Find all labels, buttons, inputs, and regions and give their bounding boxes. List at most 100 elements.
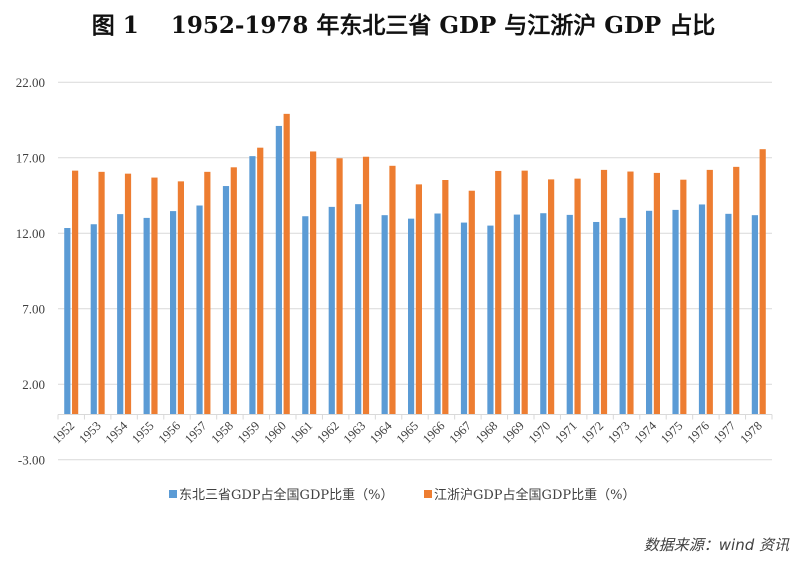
bar-jiangzhehu-1955 [151, 177, 158, 415]
x-tick-label: 1969 [499, 419, 527, 447]
chart-title: 图 1 1952-1978 年东北三省 GDP 与江浙沪 GDP 占比 [91, 12, 716, 39]
x-tick-label: 1955 [129, 419, 157, 447]
bar-northeast-1955 [143, 217, 150, 415]
x-tick-label: 1977 [711, 419, 739, 447]
bar-jiangzhehu-1952 [72, 170, 79, 415]
x-tick-label: 1963 [341, 419, 369, 447]
bar-northeast-1958 [222, 186, 230, 415]
bar-northeast-1978 [751, 215, 758, 415]
x-tick-label: 1959 [235, 419, 263, 447]
bar-northeast-1967 [460, 222, 468, 415]
x-tick-label: 1968 [473, 419, 501, 447]
x-tick-label: 1973 [605, 419, 633, 447]
bar-northeast-1966 [434, 213, 441, 415]
gridlines [58, 81, 772, 461]
x-tick-label: 1976 [684, 419, 712, 447]
legend: 东北三省GDP占全国GDP比重（%） 江浙沪GDP占全国GDP比重（%） [0, 484, 807, 504]
bar-northeast-1960 [275, 125, 282, 415]
legend-swatch-northeast [169, 489, 177, 498]
x-tick-label: 1974 [632, 418, 660, 446]
bar-jiangzhehu-1966 [442, 180, 449, 415]
y-tick-label: 22.00 [16, 75, 45, 90]
bar-northeast-1968 [487, 225, 494, 415]
x-tick-label: 1956 [156, 419, 184, 447]
bar-northeast-1977 [725, 213, 732, 415]
bar-jiangzhehu-1960 [283, 113, 290, 415]
x-axis-ticks: 1952195319541955195619571958195919601961… [50, 418, 765, 446]
legend-item-jiangzhehu: 江浙沪GDP占全国GDP比重（%） [424, 484, 635, 503]
x-tick-label: 1967 [446, 419, 474, 447]
bar-northeast-1976 [698, 204, 706, 415]
bar-jiangzhehu-1969 [521, 170, 528, 415]
bar-jiangzhehu-1974 [653, 172, 660, 415]
bar-jiangzhehu-1959 [257, 147, 264, 415]
x-tick-label: 1954 [103, 418, 131, 446]
y-axis-ticks: 22.00 17.00 12.00 7.00 2.00 -3.00 [16, 75, 45, 467]
bars [64, 113, 766, 415]
bar-jiangzhehu-1967 [468, 190, 475, 415]
y-tick-label: 7.00 [22, 301, 45, 316]
legend-item-northeast: 东北三省GDP占全国GDP比重（%） [169, 484, 393, 503]
bar-northeast-1970 [540, 213, 547, 415]
x-tick-label: 1965 [394, 419, 422, 447]
legend-label-northeast: 东北三省GDP占全国GDP比重（%） [179, 488, 394, 503]
bar-jiangzhehu-1973 [627, 171, 634, 415]
y-tick-label: 17.00 [16, 150, 45, 165]
bar-northeast-1963 [355, 204, 362, 415]
bar-jiangzhehu-1956 [177, 181, 184, 415]
bar-jiangzhehu-1958 [230, 167, 237, 415]
bar-northeast-1962 [328, 206, 335, 415]
bar-jiangzhehu-1975 [680, 179, 687, 415]
bar-northeast-1971 [566, 214, 573, 415]
x-tick-label: 1962 [314, 419, 342, 447]
x-tick-label: 1958 [208, 419, 236, 447]
x-axis [57, 414, 773, 420]
bar-jiangzhehu-1971 [574, 178, 581, 415]
bar-jiangzhehu-1970 [548, 179, 555, 415]
bar-northeast-1973 [619, 217, 626, 415]
source-note: 数据来源：wind 资讯 [643, 536, 789, 554]
x-tick-label: 1957 [182, 419, 210, 447]
bar-northeast-1964 [381, 215, 388, 415]
bar-jiangzhehu-1976 [706, 169, 713, 415]
y-tick-label: 12.00 [16, 226, 45, 241]
x-tick-label: 1960 [261, 419, 289, 447]
x-tick-label: 1953 [76, 419, 104, 447]
x-tick-label: 1970 [526, 419, 554, 447]
bar-northeast-1972 [593, 221, 600, 415]
x-tick-label: 1978 [737, 419, 765, 447]
bar-northeast-1956 [170, 211, 177, 415]
bar-jiangzhehu-1964 [389, 165, 396, 415]
x-tick-label: 1966 [420, 419, 448, 447]
bar-jiangzhehu-1978 [759, 149, 766, 415]
x-tick-label: 1975 [658, 419, 686, 447]
bar-northeast-1959 [249, 156, 256, 415]
bar-northeast-1957 [196, 205, 203, 415]
bar-jiangzhehu-1962 [336, 158, 343, 415]
bar-jiangzhehu-1965 [415, 184, 422, 415]
bar-northeast-1974 [646, 210, 653, 415]
bar-jiangzhehu-1953 [98, 171, 105, 415]
bar-jiangzhehu-1954 [124, 173, 132, 415]
bar-northeast-1965 [408, 218, 415, 415]
bar-jiangzhehu-1961 [310, 151, 317, 415]
bar-jiangzhehu-1968 [495, 170, 502, 415]
bar-northeast-1954 [117, 214, 124, 415]
bar-northeast-1975 [672, 209, 679, 415]
x-tick-label: 1971 [552, 419, 580, 447]
bar-jiangzhehu-1972 [600, 169, 608, 415]
x-tick-label: 1952 [50, 419, 78, 447]
legend-label-jiangzhehu: 江浙沪GDP占全国GDP比重（%） [434, 488, 636, 503]
bar-northeast-1969 [513, 214, 520, 415]
x-tick-label: 1972 [579, 419, 607, 447]
y-tick-label: 2.00 [22, 377, 45, 392]
bar-jiangzhehu-1977 [733, 166, 740, 415]
bar-jiangzhehu-1963 [362, 156, 370, 415]
bar-jiangzhehu-1957 [204, 171, 211, 415]
x-tick-label: 1961 [288, 419, 316, 447]
y-tick-label: -3.00 [18, 452, 45, 467]
bar-northeast-1953 [90, 224, 97, 415]
x-tick-label: 1964 [367, 418, 395, 446]
legend-swatch-jiangzhehu [424, 489, 432, 498]
bar-northeast-1952 [64, 228, 71, 415]
